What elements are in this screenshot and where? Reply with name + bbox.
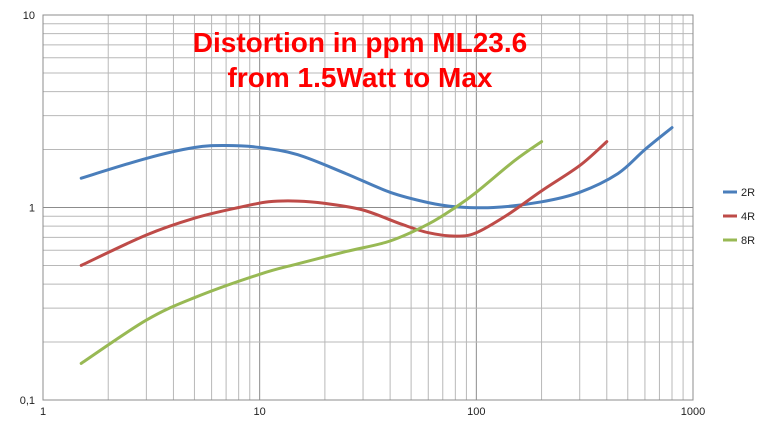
x-tick-label: 1 — [40, 406, 46, 418]
y-tick-label: 0,1 — [20, 395, 35, 407]
y-tick-label: 1 — [29, 203, 35, 215]
chart-title: Distortion in ppm ML23.6 from 1.5Watt to … — [193, 27, 527, 93]
x-tick-label: 100 — [467, 406, 485, 418]
x-tick-label: 10 — [254, 406, 266, 418]
grid — [43, 15, 693, 400]
series-line-2r — [79, 126, 674, 210]
y-tick-label: 10 — [23, 10, 35, 22]
legend-label: 4R — [741, 211, 755, 223]
legend: 2R 4R 8R — [723, 187, 755, 247]
chart-title-line: from 1.5Watt to Max — [228, 62, 493, 93]
x-tick-label: 1000 — [681, 406, 705, 418]
plot-area-border — [42, 14, 694, 401]
legend-label: 8R — [741, 235, 755, 247]
series-line-4r — [79, 140, 609, 267]
axis-tick-labels: 1 10 100 1000 0,1 1 10 — [20, 10, 706, 418]
chart-title-line: Distortion in ppm ML23.6 — [193, 27, 527, 58]
series-line-8r — [79, 140, 544, 365]
series-lines — [79, 126, 674, 365]
legend-label: 2R — [741, 187, 755, 199]
